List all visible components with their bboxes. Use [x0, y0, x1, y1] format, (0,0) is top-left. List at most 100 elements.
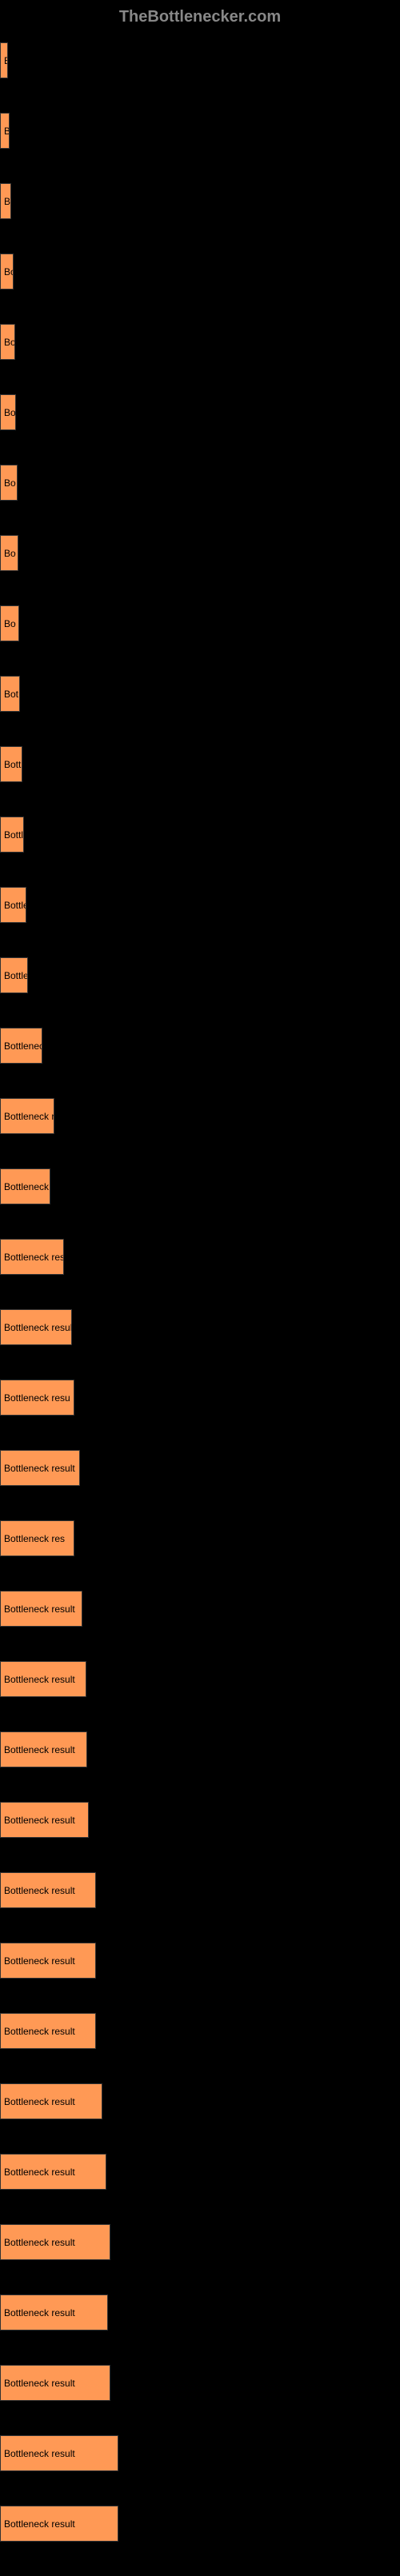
bar-label: Bottleneck result — [4, 1744, 75, 1755]
chart-bar: Bottleneck result — [0, 2083, 102, 2119]
bar-label: Bottleneck result — [4, 2026, 75, 2037]
bar-label: Bottlenec — [4, 1040, 42, 1052]
bar-label: Bottle — [4, 900, 26, 911]
chart-bar-row: Bottle — [0, 817, 400, 853]
chart-bar: Bottlenec — [0, 1028, 42, 1064]
bar-label: Bo — [4, 618, 16, 629]
chart-bar-row: Bo — [0, 394, 400, 430]
chart-bar: Bo — [0, 535, 18, 571]
chart-bar: B — [0, 113, 10, 149]
chart-bar: Bo — [0, 324, 15, 360]
site-header: TheBottlenecker.com — [0, 8, 400, 26]
bar-label: B — [4, 126, 10, 137]
chart-bar-row: Bottleneck resul — [0, 1239, 400, 1275]
chart-bar-row: Bottleneck result — [0, 1943, 400, 1979]
chart-bar-row: Bottleneck result — [0, 1591, 400, 1627]
bar-label: Bottleneck result — [4, 2096, 75, 2107]
chart-bar-row: Bottleneck result — [0, 1661, 400, 1697]
chart-bar: Bottleneck result — [0, 1309, 72, 1345]
site-title: TheBottlenecker.com — [119, 8, 281, 26]
bar-label: Bottleneck result — [4, 1322, 72, 1333]
bottleneck-chart: B B B Bo Bo Bo Bo Bo Bo Bot Bott Bottle Bottle Bottle… — [0, 42, 400, 2542]
bar-label: Bottle — [4, 829, 24, 841]
chart-bar-row: B — [0, 183, 400, 219]
bar-label: Bo — [4, 337, 15, 348]
chart-bar-row: Bottleneck result — [0, 2154, 400, 2190]
chart-bar: Bo — [0, 605, 19, 641]
chart-bar-row: Bo — [0, 465, 400, 501]
bar-label: Bottleneck result — [4, 2448, 75, 2459]
chart-bar: Bottleneck result — [0, 2224, 110, 2260]
chart-bar: Bottleneck result — [0, 2154, 106, 2190]
bar-label: Bot — [4, 689, 18, 700]
chart-bar-row: Bottleneck resu — [0, 1380, 400, 1416]
bar-label: Bott — [4, 759, 21, 770]
chart-bar-row: Bot — [0, 676, 400, 712]
chart-bar-row: Bottleneck — [0, 1168, 400, 1204]
chart-bar: Bottleneck result — [0, 1943, 96, 1979]
chart-bar: Bottleneck resu — [0, 1380, 74, 1416]
chart-bar-row: Bottleneck result — [0, 1309, 400, 1345]
chart-bar-row: B — [0, 113, 400, 149]
bar-label: Bottleneck result — [4, 1463, 75, 1474]
chart-bar: Bo — [0, 254, 14, 290]
bar-label: Bottleneck result — [4, 1955, 75, 1967]
bar-label: Bottleneck resu — [4, 1392, 70, 1404]
bar-label: Bo — [4, 477, 16, 489]
chart-bar: Bottleneck resul — [0, 1239, 64, 1275]
bar-label: Bottleneck — [4, 1181, 49, 1192]
bar-label: Bottleneck res — [4, 1533, 65, 1544]
chart-bar-row: Bo — [0, 324, 400, 360]
chart-bar-row: Bottlenec — [0, 1028, 400, 1064]
chart-bar: Bottleneck result — [0, 2435, 118, 2471]
bar-label: Bottleneck result — [4, 1674, 75, 1685]
chart-bar: Bottle — [0, 887, 26, 923]
chart-bar: Bottleneck result — [0, 1802, 89, 1838]
chart-bar: Bottleneck result — [0, 2506, 118, 2542]
bar-label: Bottleneck result — [4, 1885, 75, 1896]
chart-bar: Bottleneck re — [0, 1098, 54, 1134]
chart-bar-row: Bottleneck result — [0, 1802, 400, 1838]
chart-bar: Bottle — [0, 957, 28, 993]
bar-label: Bo — [4, 548, 16, 559]
chart-bar: Bottleneck — [0, 1168, 50, 1204]
bar-label: Bottleneck result — [4, 2307, 75, 2318]
chart-bar: Bottleneck result — [0, 1731, 87, 1767]
chart-bar: Bottleneck result — [0, 1661, 86, 1697]
chart-bar: Bottle — [0, 817, 24, 853]
bar-label: Bottleneck result — [4, 2167, 75, 2178]
bar-label: Bottleneck result — [4, 2378, 75, 2389]
chart-bar-row: Bottleneck result — [0, 1731, 400, 1767]
bar-label: B — [4, 196, 10, 207]
bar-label: Bottle — [4, 970, 28, 981]
chart-bar: B — [0, 183, 11, 219]
chart-bar-row: Bottleneck result — [0, 2083, 400, 2119]
chart-bar-row: Bottleneck result — [0, 1450, 400, 1486]
chart-bar-row: Bottleneck result — [0, 2224, 400, 2260]
chart-bar-row: Bo — [0, 605, 400, 641]
chart-bar-row: B — [0, 42, 400, 78]
bar-label: Bottleneck re — [4, 1111, 54, 1122]
chart-bar: Bott — [0, 746, 22, 782]
chart-bar: Bottleneck result — [0, 1450, 80, 1486]
chart-bar: Bo — [0, 394, 16, 430]
bar-label: Bottleneck result — [4, 1604, 75, 1615]
chart-bar-row: Bo — [0, 535, 400, 571]
bar-label: Bottleneck result — [4, 1815, 75, 1826]
chart-bar-row: Bottleneck re — [0, 1098, 400, 1134]
chart-bar-row: Bottleneck result — [0, 2435, 400, 2471]
bar-label: Bottleneck result — [4, 2518, 75, 2530]
bar-label: B — [4, 55, 8, 66]
chart-bar-row: Bottleneck result — [0, 2294, 400, 2330]
chart-bar-row: Bottleneck result — [0, 2013, 400, 2049]
bar-label: Bo — [4, 266, 14, 278]
chart-bar: Bottleneck result — [0, 1591, 82, 1627]
bar-label: Bo — [4, 407, 16, 418]
chart-bar-row: Bottleneck result — [0, 1872, 400, 1908]
chart-bar-row: Bottleneck result — [0, 2506, 400, 2542]
chart-bar: B — [0, 42, 8, 78]
chart-bar-row: Bottle — [0, 887, 400, 923]
chart-bar-row: Bottleneck result — [0, 2365, 400, 2401]
chart-bar: Bottleneck result — [0, 2294, 108, 2330]
chart-bar: Bo — [0, 465, 18, 501]
